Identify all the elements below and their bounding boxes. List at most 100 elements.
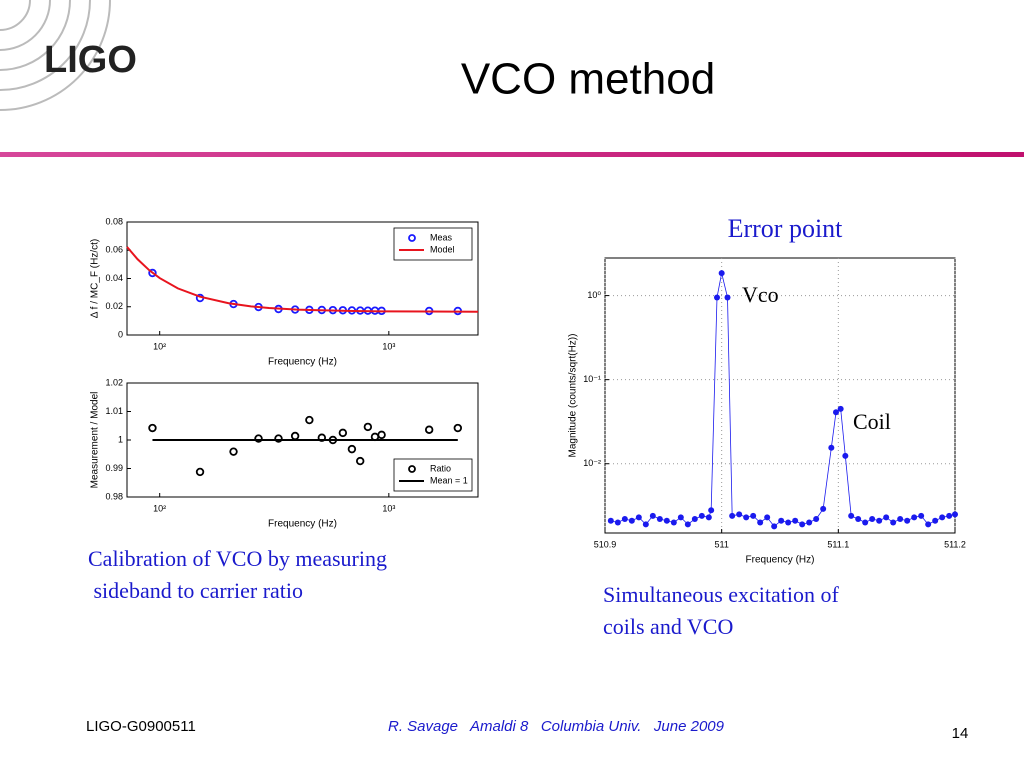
x-tick-label: 511.2 xyxy=(944,539,966,549)
data-point xyxy=(848,512,855,519)
x-tick-label: 10² xyxy=(153,503,166,513)
data-point xyxy=(837,405,844,412)
data-point xyxy=(649,512,656,519)
data-point xyxy=(743,514,750,521)
footer-id: LIGO-G0900511 xyxy=(86,718,196,735)
legend xyxy=(393,458,473,492)
caption-right: coils and VCO xyxy=(603,614,733,639)
y-tick-label: 0.99 xyxy=(105,463,123,473)
data-point xyxy=(890,519,897,526)
legend-label: Model xyxy=(430,244,455,254)
data-point xyxy=(621,516,628,523)
data-point xyxy=(897,516,904,523)
data-point xyxy=(771,523,778,530)
y-axis-label: Measurement / Model xyxy=(90,392,101,489)
data-point xyxy=(148,268,157,278)
data-point xyxy=(799,521,806,528)
legend xyxy=(393,227,473,261)
data-point xyxy=(736,511,743,518)
data-point xyxy=(656,516,663,523)
data-point xyxy=(883,514,890,521)
x-tick-label: 510.9 xyxy=(594,539,617,549)
data-point xyxy=(684,521,691,528)
legend-swatch xyxy=(408,234,416,242)
logo: LIGO xyxy=(44,39,137,81)
data-point xyxy=(614,519,621,526)
page-number: 14 xyxy=(952,725,969,742)
y-tick-label: 10⁻² xyxy=(583,458,601,468)
data-point xyxy=(347,444,357,454)
x-tick-label: 511.1 xyxy=(827,539,849,549)
divider xyxy=(0,152,1024,157)
data-point xyxy=(932,517,939,524)
y-tick-label: 1 xyxy=(118,434,123,444)
footer-credit: R. Savage Amaldi 8 Columbia Univ. June 2… xyxy=(388,718,725,735)
y-tick-label: 0.04 xyxy=(105,273,123,283)
x-tick-label: 10³ xyxy=(382,503,395,513)
annotation: Vco xyxy=(742,282,779,307)
caption-left: sideband to carrier ratio xyxy=(88,578,303,603)
data-point xyxy=(729,512,736,519)
y-tick-label: 0.02 xyxy=(105,301,123,311)
data-point xyxy=(806,519,813,526)
data-point xyxy=(750,512,757,519)
data-point xyxy=(911,514,918,521)
x-axis-label: Frequency (Hz) xyxy=(268,357,337,368)
data-point xyxy=(828,444,835,451)
x-tick-label: 10³ xyxy=(382,341,395,351)
chart-title: Error point xyxy=(728,214,844,243)
data-point xyxy=(757,519,764,526)
data-point xyxy=(855,516,862,523)
y-tick-label: 10⁻¹ xyxy=(583,374,601,384)
data-point xyxy=(607,517,614,524)
x-tick-label: 10² xyxy=(153,341,166,351)
data-point xyxy=(377,430,386,440)
legend-label: Mean = 1 xyxy=(430,475,468,485)
annotation: Coil xyxy=(853,409,891,434)
data-point xyxy=(778,517,785,524)
data-point xyxy=(939,514,946,521)
data-point xyxy=(833,409,839,416)
data-point xyxy=(254,434,263,443)
data-point xyxy=(724,294,731,301)
data-point xyxy=(363,422,373,432)
data-point xyxy=(635,514,642,521)
x-axis-label: Frequency (Hz) xyxy=(746,555,815,566)
data-point xyxy=(708,507,715,514)
x-axis-label: Frequency (Hz) xyxy=(268,519,337,530)
data-point xyxy=(642,521,649,528)
data-point xyxy=(904,517,911,524)
data-point xyxy=(195,467,205,477)
data-point xyxy=(274,434,283,443)
slide-title: VCO method xyxy=(461,55,715,104)
data-point xyxy=(862,519,869,526)
data-point xyxy=(663,517,670,524)
data-point xyxy=(453,423,463,433)
data-point xyxy=(918,512,925,519)
data-point xyxy=(813,516,820,523)
data-point xyxy=(842,452,849,459)
legend-label: Ratio xyxy=(430,463,451,473)
plot-area xyxy=(604,257,956,534)
data-point xyxy=(317,433,327,442)
data-point xyxy=(148,423,157,433)
data-point xyxy=(925,521,932,528)
data-point xyxy=(705,514,712,521)
y-tick-label: 0.08 xyxy=(105,216,123,226)
data-point xyxy=(338,428,348,438)
data-point xyxy=(424,425,434,434)
data-point xyxy=(764,514,771,521)
data-point xyxy=(628,517,635,524)
y-tick-label: 1.01 xyxy=(105,406,123,416)
data-point xyxy=(869,516,876,523)
caption-left: Calibration of VCO by measuring xyxy=(88,546,387,571)
y-axis-label: Δ f / MC_F (Hz/ct) xyxy=(90,239,101,318)
y-axis-label: Magnitude (counts/sqrt(Hz)) xyxy=(568,334,579,458)
x-tick-label: 511 xyxy=(714,539,728,549)
y-tick-label: 1.02 xyxy=(105,377,123,387)
data-point xyxy=(792,517,799,524)
data-point xyxy=(229,447,238,456)
data-point xyxy=(876,517,883,524)
y-tick-label: 0.98 xyxy=(105,491,123,501)
